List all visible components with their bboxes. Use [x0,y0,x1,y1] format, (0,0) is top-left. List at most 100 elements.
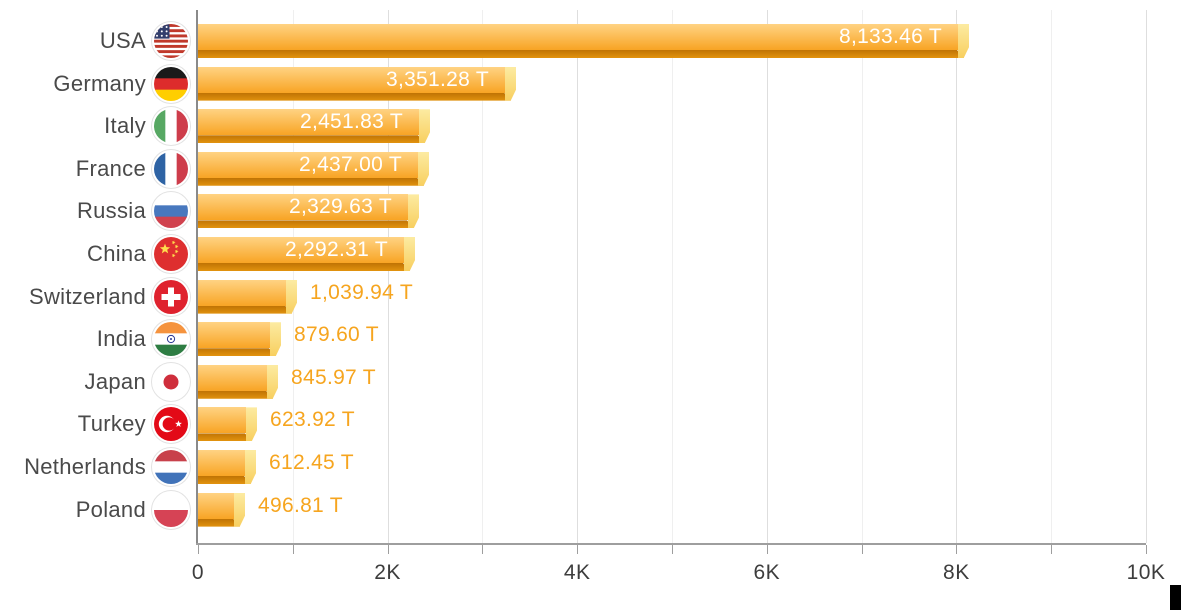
country-label: Switzerland [28,283,146,309]
bar-usa [198,24,969,58]
bar-body [198,109,419,136]
bar-body [198,407,246,434]
bar-shadow [198,93,511,101]
bar-shadow [198,263,410,271]
bar-body [198,24,958,50]
bar-end-cap [286,279,297,314]
x-axis-tick [672,545,673,554]
bar-shadow [198,135,425,143]
bar-value-label: 2,451.83 T [299,110,403,134]
bar-body [198,492,234,519]
country-label: USA [99,28,146,53]
bar-poland [198,492,245,527]
bar-body [198,151,418,178]
gridline [766,10,768,543]
flag-germany-icon [152,64,190,103]
bar-france [198,151,429,186]
x-axis-tick [577,545,579,554]
flag-japan-icon [152,362,190,401]
bar-end-cap [505,66,516,101]
gridline [672,10,673,543]
gridline [482,10,484,543]
bar-value-label: 879.60 T [294,323,379,347]
bar-china [198,237,415,271]
screen-corner-artifact [1170,585,1181,610]
country-label: Poland [75,496,146,522]
bar-shadow [198,306,292,314]
country-label: France [75,155,146,181]
bar-end-cap [419,109,430,144]
bar-body [198,237,404,263]
bar-russia [198,194,419,229]
gridline [577,10,579,543]
bar-germany [198,66,516,101]
bar-end-cap [408,194,419,229]
bar-italy [198,109,430,144]
x-axis-tick-label: 2K [374,561,401,584]
flag-india-icon [152,320,190,359]
flag-france-icon [152,149,190,188]
bar-body [198,364,267,391]
x-axis-tick [198,545,199,554]
flag-turkey-icon [152,405,190,444]
bar-body [198,450,245,476]
bar-shadow [198,476,251,484]
x-axis-tick [861,545,863,554]
gridline [1146,10,1147,543]
country-label: Netherlands [24,454,146,479]
x-axis-tick-label: 8K [943,561,970,584]
country-label: Germany [53,70,146,96]
x-axis-tick [387,545,389,554]
bar-switzerland [198,279,297,314]
bar-value-label: 2,292.31 T [284,238,388,261]
country-label: China [87,241,146,266]
bar-body [198,194,408,221]
x-axis-tick-label: 0 [191,561,205,584]
x-axis-tick-label: 4K [563,561,591,584]
bar-body [198,279,286,306]
country-label: India [96,326,146,352]
bar-value-label: 3,351.28 T [385,67,489,91]
x-axis-tick-label: 6K [753,561,781,584]
y-axis-line [196,10,198,543]
bar-shadow [198,178,424,186]
x-axis-tick-label: 10K [1126,561,1166,584]
bar-value-label: 845.97 T [291,365,376,389]
country-label: Italy [104,113,146,139]
x-axis-line [196,543,1146,545]
bar-value-label: 8,133.46 T [838,25,942,48]
bar-india [198,322,281,357]
bar-shadow [198,433,252,441]
bar-value-label: 1,039.94 T [310,280,414,304]
bar-shadow [198,391,273,399]
bar-japan [198,364,278,399]
x-axis-tick [956,545,958,554]
bar-end-cap [267,364,278,399]
bar-netherlands [198,450,256,484]
bar-shadow [198,50,964,58]
gridline [1051,10,1053,543]
bar-end-cap [246,407,257,442]
flag-switzerland-icon [152,277,190,316]
x-axis-tick [292,545,294,554]
country-label: Russia [76,198,146,224]
x-axis-tick [1146,545,1147,554]
x-axis-tick [1051,545,1053,554]
flag-italy-icon [152,107,190,146]
bar-turkey [198,407,257,442]
bar-shadow [198,348,276,356]
x-axis-tick [766,545,768,554]
gridline [292,10,294,543]
country-label: Japan [84,368,146,394]
flag-russia-icon [152,192,190,231]
bar-shadow [198,220,414,228]
bar-end-cap [270,322,281,357]
bar-value-label: 2,437.00 T [298,152,402,176]
bar-value-label: 2,329.63 T [288,195,392,219]
bar-end-cap [404,237,415,271]
bar-value-label: 496.81 T [258,493,343,517]
bar-body [198,66,505,93]
country-label: Turkey [77,411,146,437]
gridline [956,10,958,543]
